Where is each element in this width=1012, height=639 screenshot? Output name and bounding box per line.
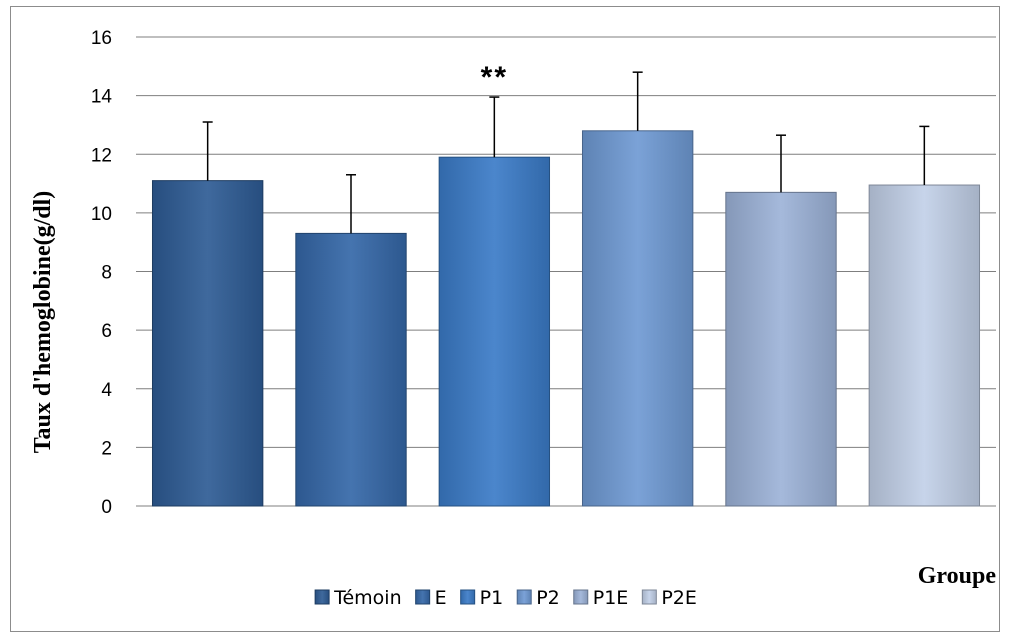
legend-swatch-p2e <box>641 589 657 605</box>
legend-label-e: E <box>435 587 447 609</box>
y-axis-label: Taux d'hemoglobine(g/dl) <box>30 191 56 454</box>
y-axis-ticks: 0 2 4 6 8 10 12 14 16 <box>91 28 113 518</box>
legend: Témoin E P1 P2 P1E P2E <box>314 587 697 609</box>
bar-p1 <box>438 156 551 507</box>
legend-label-p1e: P1E <box>593 587 629 609</box>
bars <box>151 130 981 507</box>
bar-p2 <box>581 130 694 507</box>
legend-label-témoin: Témoin <box>333 587 402 609</box>
annotations: ** <box>481 61 508 94</box>
legend-swatch-témoin <box>314 589 330 605</box>
error-bars <box>202 71 930 234</box>
significance-marker: ** <box>481 61 508 94</box>
legend-label-p2: P2 <box>536 587 560 609</box>
bar-e <box>295 232 407 507</box>
y-tick-label: 10 <box>91 204 112 225</box>
y-tick-label: 12 <box>91 145 112 166</box>
y-tick-label: 2 <box>101 438 112 459</box>
y-tick-label: 4 <box>101 380 112 401</box>
y-tick-label: 6 <box>101 321 112 342</box>
legend-swatch-e <box>415 589 431 605</box>
legend-swatch-p1e <box>573 589 589 605</box>
bar-témoin <box>151 180 264 507</box>
y-tick-label: 14 <box>91 87 113 108</box>
bar-p1e <box>725 191 837 507</box>
legend-label-p2e: P2E <box>661 587 697 609</box>
gridlines <box>136 36 996 507</box>
legend-label-p1: P1 <box>480 587 504 609</box>
x-axis-label: Groupe <box>918 563 997 589</box>
bar-p2e <box>868 184 981 507</box>
y-tick-label: 8 <box>101 263 112 284</box>
y-tick-label: 0 <box>101 497 112 518</box>
legend-swatch-p2 <box>516 589 532 605</box>
y-tick-label: 16 <box>91 28 112 49</box>
legend-swatch-p1 <box>460 589 476 605</box>
